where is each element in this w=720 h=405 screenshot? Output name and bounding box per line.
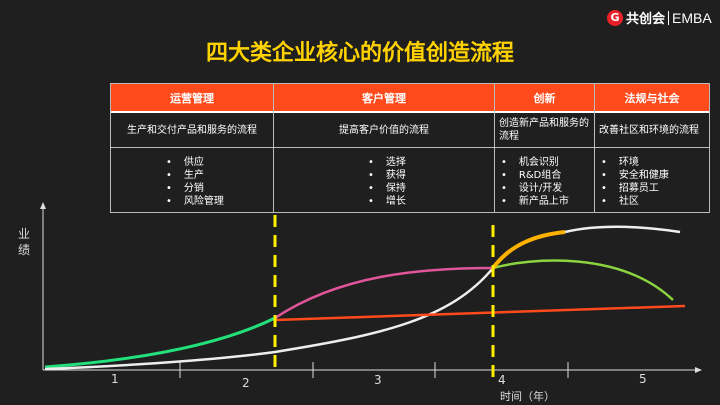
x-ticks <box>179 362 569 378</box>
column-list: 选择 获得 保持 增长 <box>274 148 494 208</box>
x-label-2: 2 <box>242 376 250 390</box>
column-header: 创新 <box>495 84 594 113</box>
column-list: 机会识别 R&D组合 设计/开发 新产品上市 <box>495 148 594 208</box>
list-item: 增长 <box>368 195 494 208</box>
x-label-5: 5 <box>639 372 647 386</box>
list-item: 设计/开发 <box>501 182 594 195</box>
column-customer: 客户管理 提高客户价值的流程 选择 获得 保持 增长 <box>274 84 495 212</box>
list-item: 风险管理 <box>166 195 273 208</box>
column-list: 环境 安全和健康 招募员工 社区 <box>595 148 709 208</box>
lightgreen-curve <box>492 259 674 301</box>
y-axis-arrow-icon <box>40 202 46 209</box>
list-item: 招募员工 <box>601 182 709 195</box>
white-curve-tail <box>564 225 681 234</box>
page-title: 四大类企业核心的价值创造流程 <box>205 41 514 66</box>
list-item: 环境 <box>601 156 709 169</box>
list-item: 保持 <box>368 182 494 195</box>
x-axis-arrow-icon <box>695 367 702 373</box>
logo: G 共创会 EMBA <box>607 8 712 27</box>
column-desc: 提高客户价值的流程 <box>274 113 494 148</box>
column-desc: 改善社区和环境的流程 <box>595 113 709 148</box>
list-item: 获得 <box>368 169 494 182</box>
list-item: 生产 <box>166 169 273 182</box>
g-logo-icon: G <box>607 9 623 26</box>
column-innovation: 创新 创造新产品和服务的流程 机会识别 R&D组合 设计/开发 新产品上市 <box>495 84 595 212</box>
y-axis-label: 业绩 <box>18 227 31 257</box>
orange-curve <box>491 230 566 270</box>
list-item: 供应 <box>166 156 273 169</box>
column-list: 供应 生产 分销 风险管理 <box>111 148 273 208</box>
list-item: 新产品上市 <box>501 195 594 208</box>
list-item: 社区 <box>601 195 709 208</box>
x-label-3: 3 <box>374 373 382 387</box>
logo-divider <box>668 10 670 25</box>
column-header: 运营管理 <box>111 84 273 113</box>
list-item: 机会识别 <box>501 156 594 169</box>
stage1-curve <box>44 316 276 369</box>
list-item: R&D组合 <box>501 169 594 182</box>
logo-brand: 共创会 <box>626 12 666 27</box>
column-header: 客户管理 <box>274 84 494 113</box>
column-desc: 创造新产品和服务的流程 <box>495 113 594 148</box>
column-regulatory: 法规与社会 改善社区和环境的流程 环境 安全和健康 招募员工 社区 <box>595 84 709 212</box>
magenta-curve <box>274 266 494 320</box>
list-item: 选择 <box>368 156 494 169</box>
column-header: 法规与社会 <box>595 84 709 113</box>
process-table: 运营管理 生产和交付产品和服务的流程 供应 生产 分销 风险管理 客户管理 提高… <box>110 83 710 213</box>
x-label-4: 4 <box>498 373 506 387</box>
column-operations: 运营管理 生产和交付产品和服务的流程 供应 生产 分销 风险管理 <box>111 84 274 212</box>
list-item: 安全和健康 <box>601 169 709 182</box>
white-curve <box>44 267 494 371</box>
red-line <box>274 304 686 322</box>
list-item: 分销 <box>166 182 273 195</box>
x-label-1: 1 <box>111 372 119 386</box>
logo-suffix: EMBA <box>672 9 712 26</box>
x-axis-label: 时间（年） <box>500 390 555 403</box>
column-desc: 生产和交付产品和服务的流程 <box>111 113 273 148</box>
